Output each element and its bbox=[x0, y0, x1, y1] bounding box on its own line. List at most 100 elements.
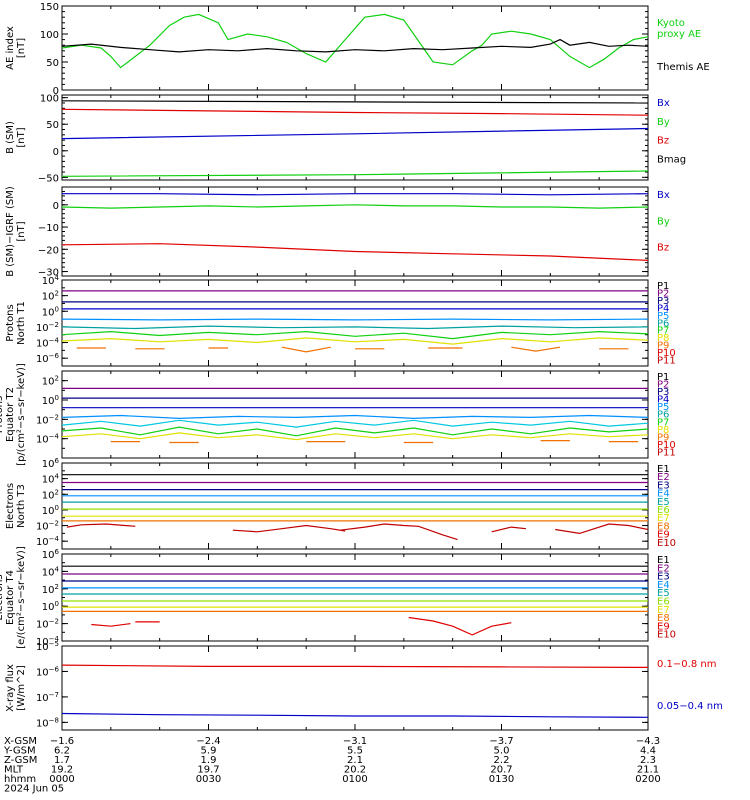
legend-entry: Bz bbox=[657, 136, 669, 147]
y-tick-label: 10−4 bbox=[36, 535, 60, 548]
series-line-p7 bbox=[62, 330, 648, 340]
y-axis-label: [p/(cm²−s−sr−keV)] bbox=[16, 363, 27, 466]
y-tick-label: 10−2 bbox=[36, 413, 59, 426]
y-tick-label: 10−6 bbox=[36, 665, 60, 678]
y-tick-label: 10−4 bbox=[36, 433, 60, 446]
legend-entry: Bz bbox=[657, 243, 669, 254]
legend-entry: E7 bbox=[657, 605, 670, 616]
y-axis-label: B (SM)−IGRF (SM) bbox=[5, 186, 16, 277]
panel-frame-pn bbox=[61, 279, 649, 367]
y-axis-label: North T1 bbox=[16, 301, 27, 345]
legend-entry: E4 bbox=[657, 580, 670, 591]
x-table-value: −2.4 bbox=[196, 736, 220, 747]
y-axis-label: [e/(cm²−s−sr−keV)] bbox=[16, 546, 27, 649]
x-table-value: −3.7 bbox=[489, 736, 513, 747]
legend-entry: P5 bbox=[657, 402, 669, 413]
legend-entry: E8 bbox=[657, 521, 670, 532]
series-line-bz bbox=[62, 108, 648, 116]
legend-entry: P7 bbox=[657, 417, 669, 428]
legend-entry: proxy AE bbox=[657, 29, 701, 40]
legend-entry: E1 bbox=[657, 555, 670, 566]
x-table-value: 2.3 bbox=[640, 755, 656, 766]
x-table-value: 5.0 bbox=[494, 746, 510, 757]
y-tick-label: 104 bbox=[42, 565, 60, 578]
x-table-value: 21.1 bbox=[637, 765, 659, 776]
legend-entry: P9 bbox=[657, 432, 669, 443]
x-table-value: 6.2 bbox=[54, 746, 70, 757]
x-table-value: 0030 bbox=[196, 774, 221, 785]
x-table-value: 19.7 bbox=[197, 765, 219, 776]
legend-entry: E10 bbox=[657, 538, 676, 549]
legend-entry: P4 bbox=[657, 303, 669, 314]
y-axis-label: [W/m^2] bbox=[16, 665, 27, 711]
series-line-themis-ae bbox=[62, 38, 648, 53]
panel-frame-eeq bbox=[61, 553, 649, 642]
legend-entry: E5 bbox=[657, 497, 670, 508]
legend-entry: E3 bbox=[657, 480, 670, 491]
legend-entry: E7 bbox=[657, 513, 670, 524]
legend-entry: P1 bbox=[657, 372, 669, 383]
y-axis-label: Protons bbox=[0, 396, 5, 433]
x-table-row-label: MLT bbox=[4, 765, 24, 776]
y-tick-label: 100 bbox=[42, 600, 59, 613]
legend-entry: P7 bbox=[657, 326, 669, 337]
series-line-bmag bbox=[62, 100, 648, 104]
y-axis-label: Protons bbox=[5, 304, 16, 341]
series-line-p8 bbox=[62, 337, 648, 345]
x-table-value: 1.7 bbox=[54, 755, 70, 766]
y-tick-label: 102 bbox=[42, 488, 59, 501]
series-line-bz bbox=[62, 243, 648, 261]
x-table-value: 5.9 bbox=[201, 746, 217, 757]
y-tick-label: 10−6 bbox=[36, 352, 60, 365]
x-table-value: 4.4 bbox=[640, 746, 656, 757]
legend-entry: Bmag bbox=[657, 154, 686, 165]
legend-entry: E6 bbox=[657, 505, 670, 516]
x-table-row-label: Y-GSM bbox=[3, 746, 36, 757]
legend-entry: P1 bbox=[657, 281, 669, 292]
series-line-e9 bbox=[91, 623, 131, 627]
legend-entry: E5 bbox=[657, 588, 670, 599]
legend-entry: P8 bbox=[657, 333, 669, 344]
y-axis-label: Electrons bbox=[0, 574, 5, 620]
legend-entry: Kyoto bbox=[657, 18, 685, 29]
x-table-value: 0000 bbox=[49, 774, 74, 785]
y-tick-label: −50 bbox=[38, 173, 59, 184]
panel-frame-bdiff bbox=[61, 186, 649, 277]
series-line-e9 bbox=[408, 616, 512, 636]
series-line-kyoto-proxy-ae bbox=[62, 13, 648, 69]
legend-entry: Themis AE bbox=[656, 62, 710, 73]
y-tick-label: 102 bbox=[42, 290, 59, 303]
y-tick-label: 100 bbox=[40, 30, 59, 41]
legend-entry: E2 bbox=[657, 563, 670, 574]
y-tick-label: 0 bbox=[53, 147, 59, 158]
legend-entry: Bx bbox=[657, 98, 670, 109]
y-tick-label: 50 bbox=[46, 120, 59, 131]
series-line-p6 bbox=[62, 325, 648, 330]
series-line-0-05-0-4-nm bbox=[62, 712, 648, 718]
y-tick-label: 106 bbox=[42, 457, 60, 470]
series-line-bx bbox=[62, 193, 648, 196]
x-table-value: 5.5 bbox=[347, 746, 363, 757]
legend-entry: 0.05−0.4 nm bbox=[657, 701, 723, 712]
legend-entry: E3 bbox=[657, 572, 670, 583]
legend-entry: 0.1−0.8 nm bbox=[657, 659, 716, 670]
y-tick-label: 10−2 bbox=[36, 618, 59, 631]
y-axis-label: [nT] bbox=[16, 127, 27, 147]
y-tick-label: 104 bbox=[42, 473, 60, 486]
legend-entry: Bx bbox=[657, 190, 670, 201]
legend-entry: P6 bbox=[657, 410, 669, 421]
legend-entry: E6 bbox=[657, 597, 670, 608]
series-line-bx bbox=[62, 127, 648, 140]
legend-entry: P8 bbox=[657, 425, 669, 436]
y-tick-label: 50 bbox=[46, 58, 59, 69]
legend-entry: E1 bbox=[657, 464, 670, 475]
legend-entry: E9 bbox=[657, 621, 670, 632]
legend-entry: P2 bbox=[657, 380, 669, 391]
series-line-p8 bbox=[62, 432, 648, 441]
y-axis-label: North T3 bbox=[16, 484, 27, 528]
legend-entry: P3 bbox=[657, 387, 669, 398]
x-table-row-label: Z-GSM bbox=[4, 755, 37, 766]
y-tick-label: 10−2 bbox=[36, 321, 59, 334]
x-table-value: 0200 bbox=[635, 774, 660, 785]
